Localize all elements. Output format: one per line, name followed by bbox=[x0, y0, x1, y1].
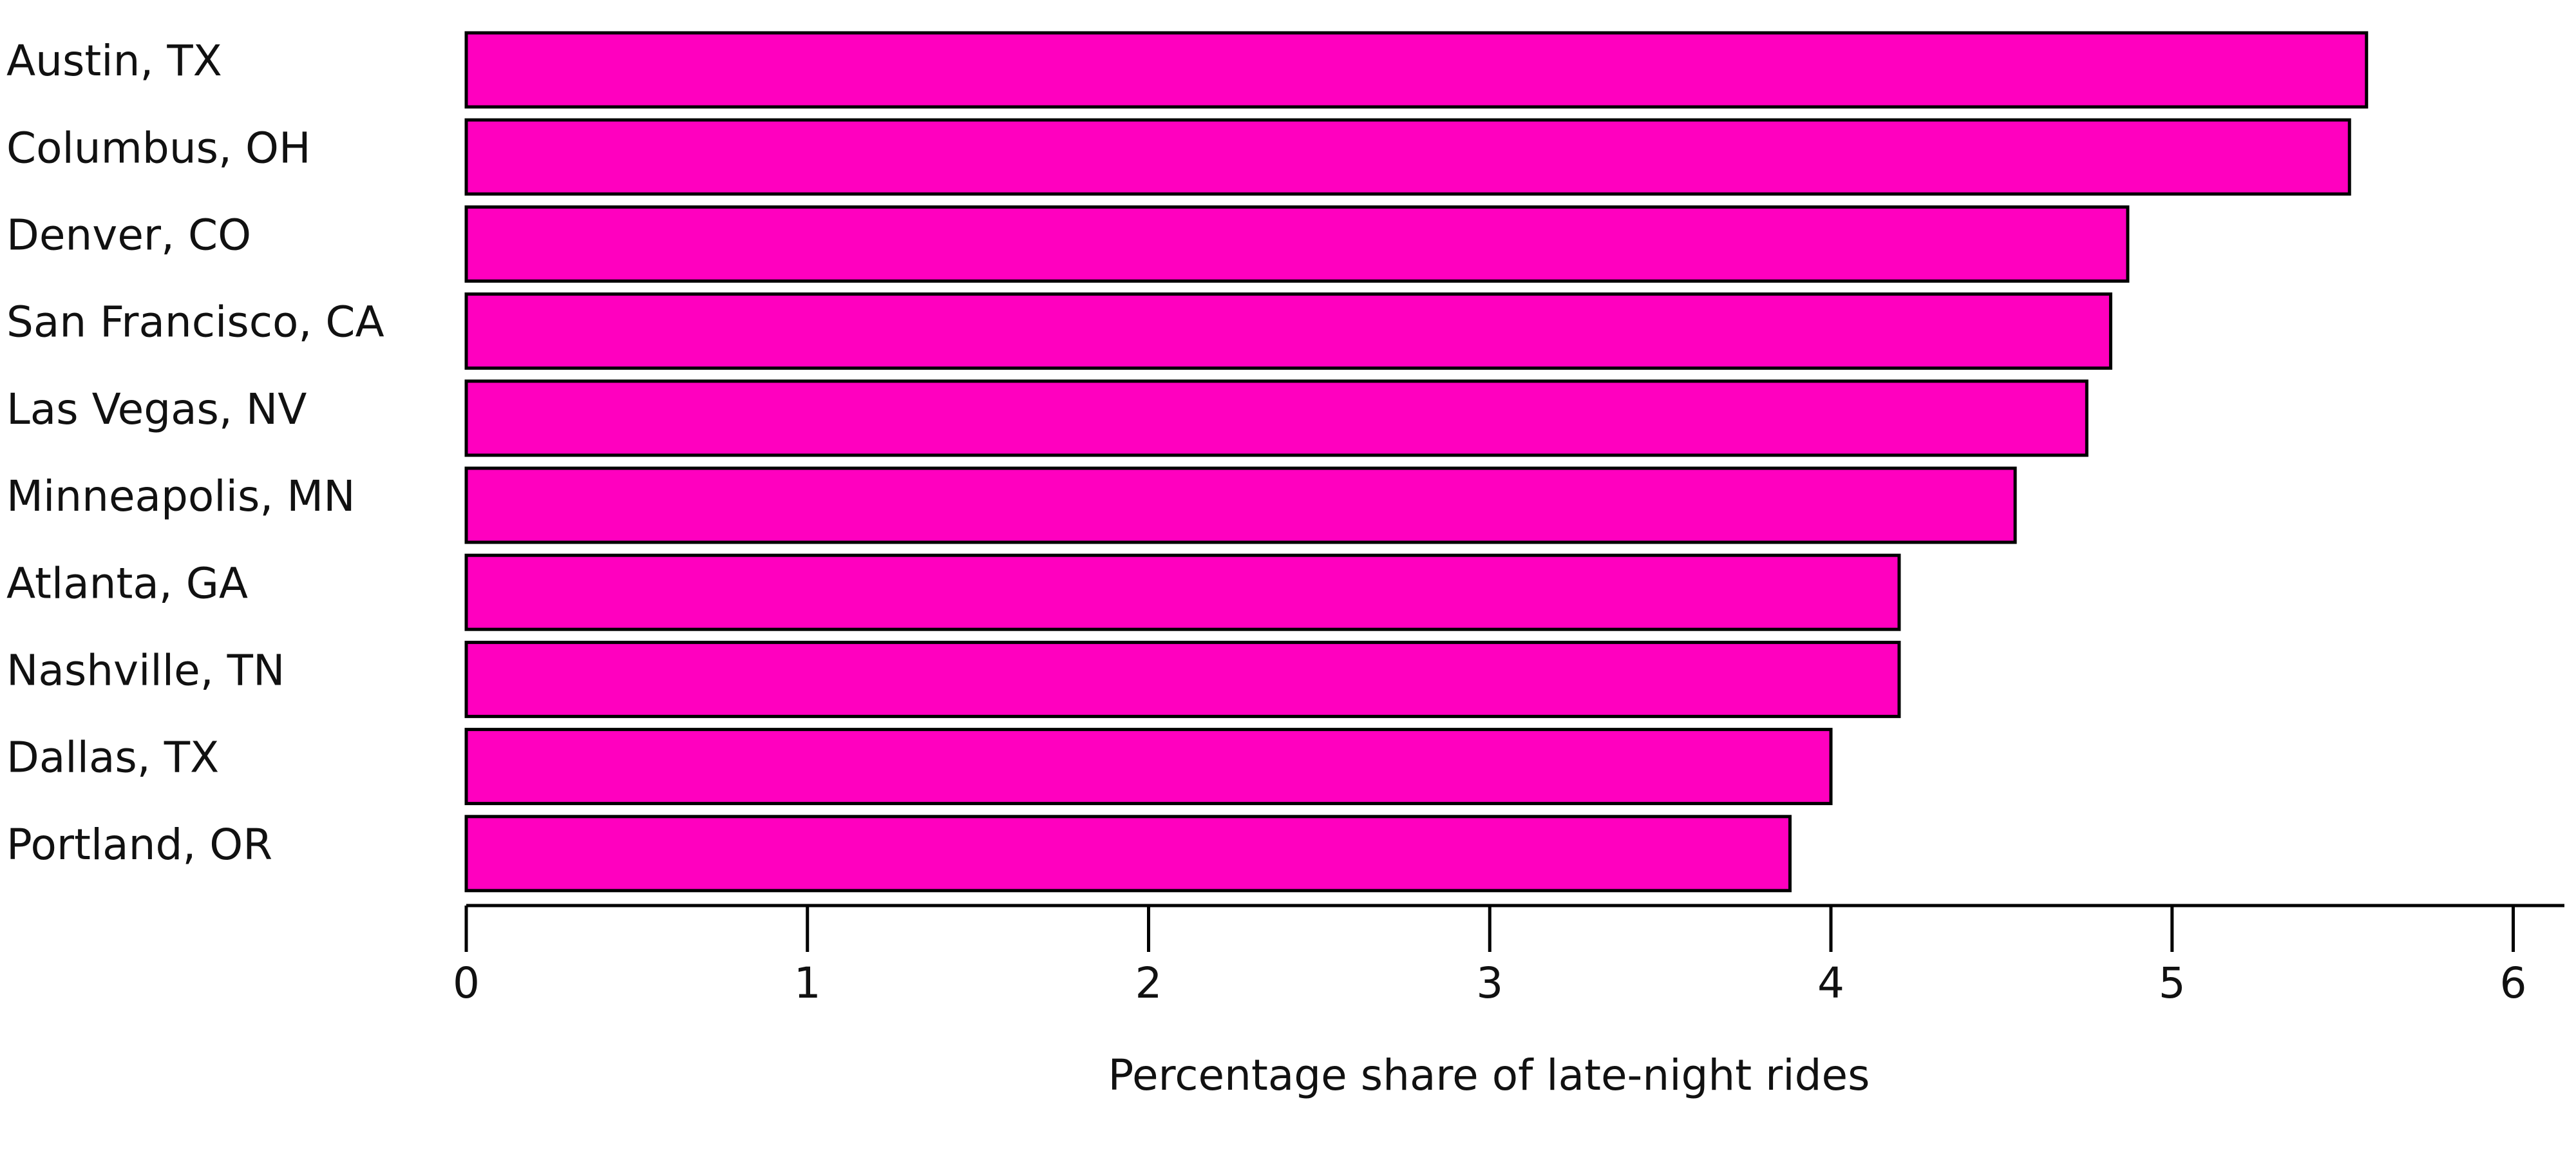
y-tick-label: Atlanta, GA bbox=[6, 558, 248, 608]
y-tick-label: Minneapolis, MN bbox=[6, 471, 355, 521]
x-tick-label: 5 bbox=[2159, 958, 2186, 1008]
bar bbox=[464, 292, 2112, 370]
y-tick-label: Dallas, TX bbox=[6, 733, 219, 783]
y-tick-label: Portland, OR bbox=[6, 820, 272, 869]
bar bbox=[464, 640, 1901, 718]
x-tick-label: 3 bbox=[1476, 958, 1503, 1008]
bar bbox=[464, 205, 2130, 283]
x-tick-label: 2 bbox=[1135, 958, 1162, 1008]
y-tick-label: Denver, CO bbox=[6, 210, 251, 260]
x-tick-label: 1 bbox=[794, 958, 821, 1008]
bar bbox=[464, 466, 2017, 544]
x-tick-label: 0 bbox=[453, 958, 480, 1008]
bar bbox=[464, 553, 1901, 631]
y-tick-label: San Francisco, CA bbox=[6, 298, 384, 347]
x-tick-label: 4 bbox=[1817, 958, 1844, 1008]
bar bbox=[464, 379, 2088, 457]
y-tick-label: Las Vegas, NV bbox=[6, 385, 307, 434]
bar bbox=[464, 31, 2369, 109]
y-tick-label: Columbus, OH bbox=[6, 123, 311, 173]
bar bbox=[464, 728, 1833, 806]
y-tick-label: Nashville, TN bbox=[6, 645, 285, 695]
x-axis-title: Percentage share of late-night rides bbox=[1108, 1050, 1870, 1100]
y-tick-label: Austin, TX bbox=[6, 36, 222, 86]
bar bbox=[464, 118, 2351, 196]
x-tick-label: 6 bbox=[2500, 958, 2527, 1008]
bar bbox=[464, 815, 1792, 893]
